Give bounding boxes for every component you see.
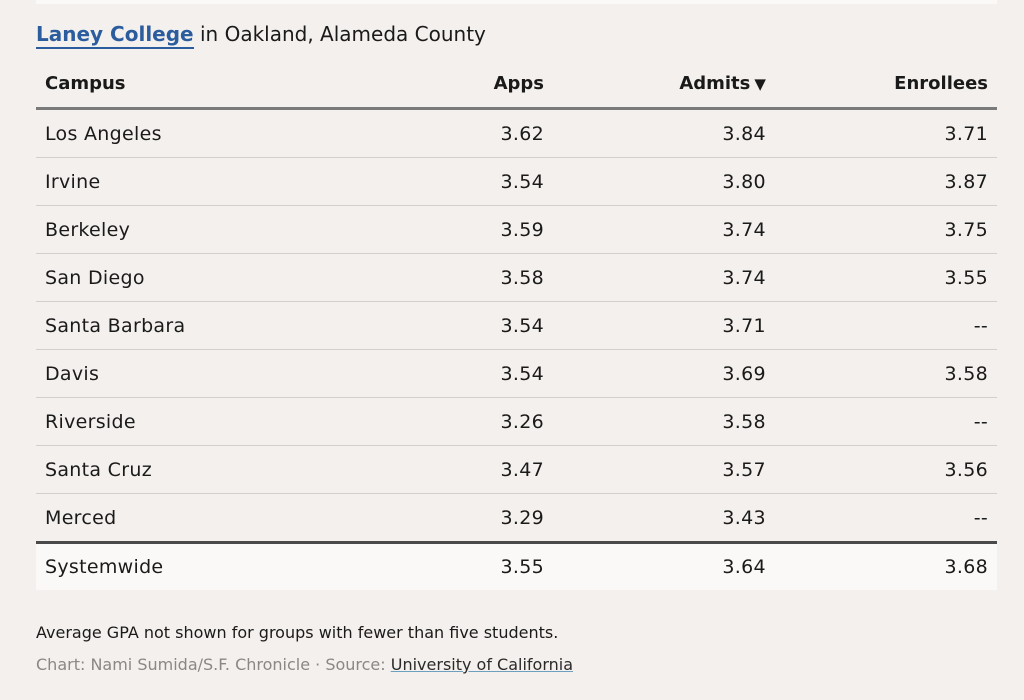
table-heading: Laney College in Oakland, Alameda County xyxy=(36,20,486,49)
cell-apps: 3.59 xyxy=(361,205,544,254)
table-body: Los Angeles 3.62 3.84 3.71 Irvine 3.54 3.80 3.8… xyxy=(36,108,997,590)
cell-campus: San Diego xyxy=(36,253,362,302)
cell-admits: 3.74 xyxy=(543,205,766,254)
cell-admits: 3.58 xyxy=(543,397,766,446)
table-row: San Diego 3.58 3.74 3.55 xyxy=(36,253,997,302)
column-header-campus[interactable]: Campus xyxy=(36,60,362,110)
column-header-apps[interactable]: Apps xyxy=(361,60,544,110)
cell-enrollees: 3.75 xyxy=(765,205,997,254)
cell-enrollees: -- xyxy=(765,397,997,446)
cell-apps: 3.26 xyxy=(361,397,544,446)
cell-apps: 3.62 xyxy=(361,108,544,158)
cell-campus: Los Angeles xyxy=(36,108,362,158)
cell-apps: 3.55 xyxy=(361,541,544,590)
table-row: Los Angeles 3.62 3.84 3.71 xyxy=(36,108,997,158)
cell-apps: 3.47 xyxy=(361,445,544,494)
cell-campus: Merced xyxy=(45,506,117,529)
cell-campus: Santa Barbara xyxy=(36,301,362,350)
footnote: Average GPA not shown for groups with fe… xyxy=(36,623,559,642)
table-row: Berkeley 3.59 3.74 3.75 xyxy=(36,205,997,254)
cell-admits: 3.64 xyxy=(543,541,766,590)
cell-campus: Santa Cruz xyxy=(36,445,362,494)
header-row: Campus Apps Admits ▼ Enrollees xyxy=(36,60,997,110)
cell-enrollees: 3.58 xyxy=(765,349,997,398)
column-header-admits[interactable]: Admits ▼ xyxy=(543,60,766,110)
cell-campus: Irvine xyxy=(36,157,362,206)
cell-enrollees: -- xyxy=(973,506,988,529)
table-row: Davis 3.54 3.69 3.58 xyxy=(36,349,997,398)
table-row: Riverside 3.26 3.58 -- xyxy=(36,397,997,446)
cell-apps: 3.29 xyxy=(500,506,544,529)
cell-apps: 3.54 xyxy=(361,157,544,206)
cell-campus: Systemwide xyxy=(36,541,362,590)
table-row: Merced 3.29 3.43 -- xyxy=(36,494,997,543)
cell-campus: Berkeley xyxy=(36,205,362,254)
cell-enrollees: 3.56 xyxy=(765,445,997,494)
column-header-enrollees[interactable]: Enrollees xyxy=(765,60,997,110)
cell-apps: 3.54 xyxy=(361,349,544,398)
cell-enrollees: 3.55 xyxy=(765,253,997,302)
cell-admits: 3.71 xyxy=(543,301,766,350)
cell-campus: Riverside xyxy=(36,397,362,446)
cell-enrollees: 3.71 xyxy=(765,108,997,158)
systemwide-row: Systemwide 3.55 3.64 3.68 xyxy=(36,541,997,590)
cell-apps: 3.58 xyxy=(361,253,544,302)
column-header-admits-label: Admits xyxy=(679,73,751,94)
table-row: Santa Cruz 3.47 3.57 3.56 xyxy=(36,445,997,494)
cell-enrollees: 3.87 xyxy=(765,157,997,206)
cell-admits: 3.74 xyxy=(543,253,766,302)
top-divider xyxy=(36,0,997,4)
credit-text: Chart: Nami Sumida/S.F. Chronicle · Sour… xyxy=(36,655,391,674)
table-row: Santa Barbara 3.54 3.71 -- xyxy=(36,301,997,350)
cell-admits: 3.43 xyxy=(722,506,766,529)
cell-enrollees: 3.68 xyxy=(765,541,997,590)
cell-campus: Davis xyxy=(36,349,362,398)
cell-enrollees: -- xyxy=(765,301,997,350)
credits: Chart: Nami Sumida/S.F. Chronicle · Sour… xyxy=(36,654,573,676)
table-row: Irvine 3.54 3.80 3.87 xyxy=(36,157,997,206)
gpa-table: Campus Apps Admits ▼ Enrollees Los Angele… xyxy=(36,60,997,590)
cell-admits: 3.57 xyxy=(543,445,766,494)
source-link[interactable]: University of California xyxy=(390,655,574,674)
heading-location: in Oakland, Alameda County xyxy=(193,22,486,46)
cell-admits: 3.84 xyxy=(543,108,766,158)
cell-admits: 3.80 xyxy=(543,157,766,206)
cell-admits: 3.69 xyxy=(543,349,766,398)
sort-descending-icon: ▼ xyxy=(754,75,766,93)
college-link[interactable]: Laney College xyxy=(36,22,194,49)
cell-apps: 3.54 xyxy=(361,301,544,350)
